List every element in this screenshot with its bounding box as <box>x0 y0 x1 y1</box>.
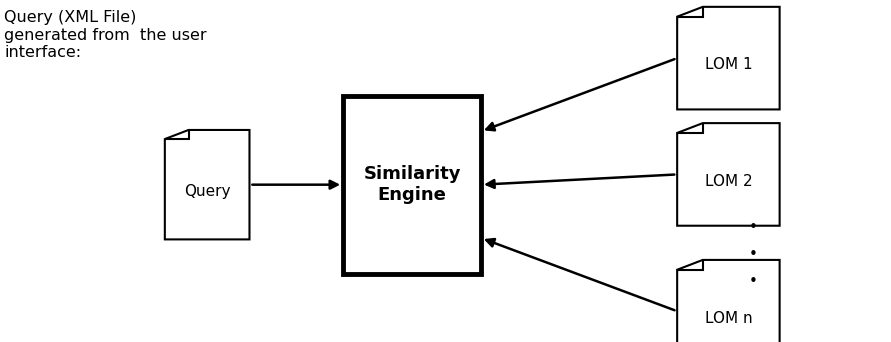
Text: LOM n: LOM n <box>705 311 752 326</box>
FancyBboxPatch shape <box>343 96 481 274</box>
Polygon shape <box>165 130 249 239</box>
Polygon shape <box>677 260 780 342</box>
Text: Query: Query <box>184 184 231 199</box>
Text: LOM 1: LOM 1 <box>705 57 752 73</box>
Polygon shape <box>677 7 780 109</box>
Text: Similarity
Engine: Similarity Engine <box>364 165 461 204</box>
Text: Query (XML File)
generated from  the user
interface:: Query (XML File) generated from the user… <box>4 10 207 60</box>
Text: LOM 2: LOM 2 <box>705 174 752 189</box>
Polygon shape <box>677 123 780 226</box>
Text: •
•
•: • • • <box>748 220 757 289</box>
